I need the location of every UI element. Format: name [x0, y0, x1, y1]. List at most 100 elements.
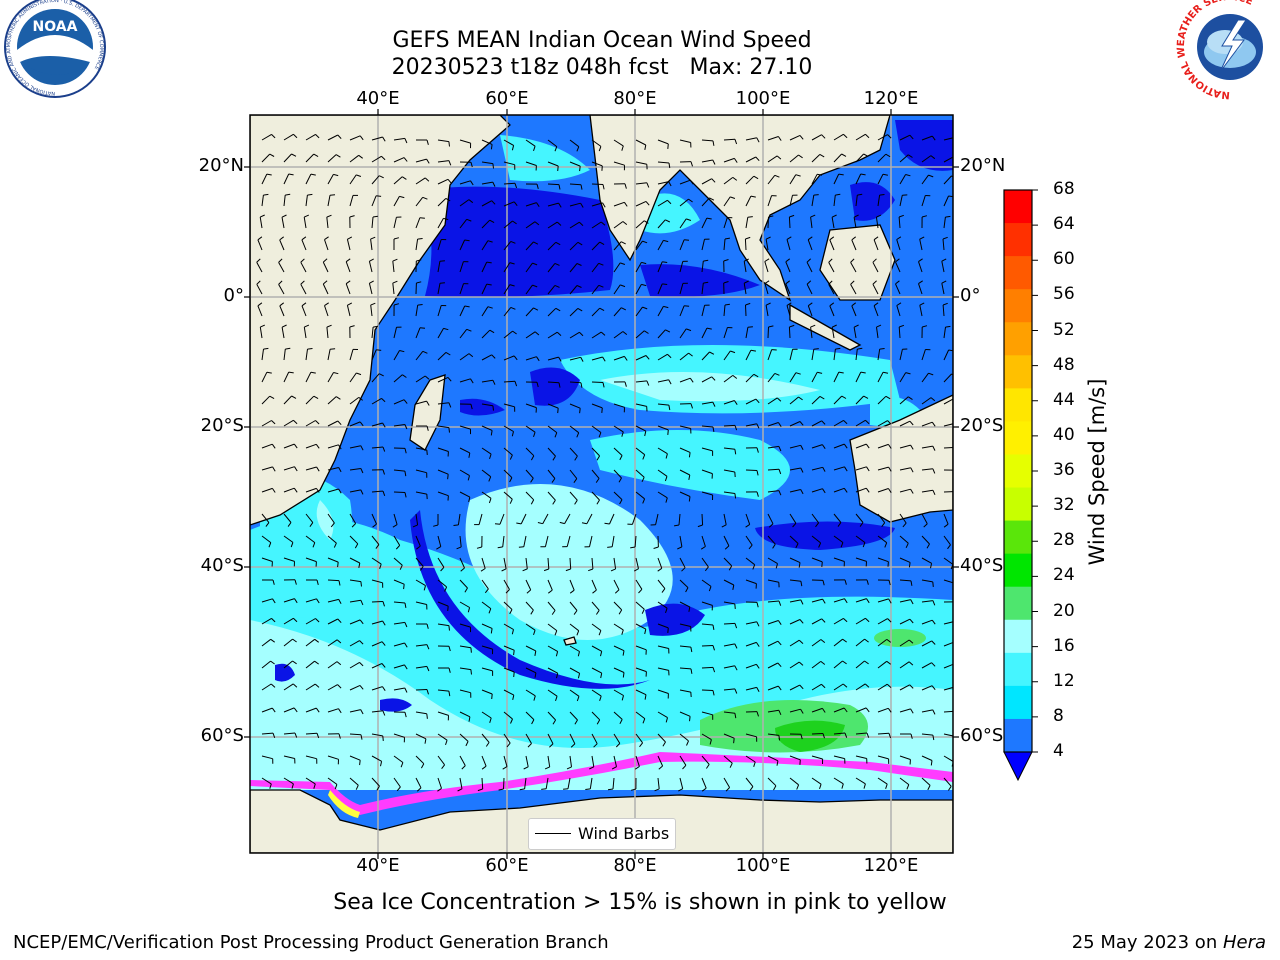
wind-barb	[542, 513, 549, 524]
wind-barb-flag	[850, 280, 855, 285]
wind-barb	[767, 733, 779, 736]
wind-barb	[415, 579, 426, 587]
wind-barb	[943, 535, 951, 546]
wind-barb-flag	[281, 214, 287, 218]
wind-barb-flag	[285, 193, 291, 196]
wind-barb	[547, 221, 558, 229]
wind-barb	[855, 755, 867, 759]
wind-barb	[301, 305, 307, 317]
wind-barb-flag	[932, 581, 934, 587]
wind-barb	[833, 660, 843, 669]
wind-barb	[459, 199, 470, 207]
wind-barb	[305, 487, 317, 493]
wind-barb-flag	[841, 395, 847, 399]
wind-barb	[415, 217, 421, 229]
wind-barb	[613, 557, 617, 569]
wind-barb-flag	[642, 454, 646, 460]
noaa-logo-text: NOAA	[33, 19, 78, 35]
wind-barb-flag	[512, 220, 517, 225]
wind-barb	[305, 349, 308, 361]
wind-barb-flag	[800, 581, 803, 587]
wind-barb-flag	[324, 302, 329, 307]
wind-barb-flag	[448, 141, 450, 147]
wind-barb-flag	[382, 446, 386, 452]
wind-barb-flag	[531, 719, 535, 725]
wind-barb-flag	[686, 740, 689, 746]
wind-barb	[613, 425, 624, 433]
wind-barb	[723, 447, 735, 450]
wind-barb	[283, 195, 286, 207]
wind-barb	[459, 645, 471, 649]
wind-barb	[591, 403, 603, 409]
wind-barb-flag	[955, 492, 957, 497]
wind-barb-flag	[491, 693, 493, 700]
wind-barb	[789, 444, 801, 449]
wind-barb	[635, 220, 645, 229]
wind-barb-flag	[844, 732, 848, 738]
wind-barb	[765, 239, 769, 251]
wind-barb	[723, 157, 735, 163]
wind-barb	[349, 135, 361, 141]
wind-barb-flag	[464, 239, 470, 242]
wind-barb-flag	[743, 280, 749, 284]
wind-barb-flag	[577, 241, 583, 246]
wind-barb	[789, 513, 797, 524]
wind-barb-flag	[887, 708, 892, 713]
wind-barb-flag	[828, 258, 833, 263]
wind-barb	[764, 283, 769, 295]
wind-barb-flag	[709, 351, 715, 355]
wind-barb	[745, 755, 756, 763]
wind-barb	[855, 777, 866, 785]
wind-barb	[635, 491, 645, 500]
wind-barb-flag	[509, 284, 515, 287]
wind-barb-flag	[667, 429, 669, 435]
wind-barb-flag	[885, 395, 891, 400]
wind-barb	[349, 174, 357, 185]
wind-barb-flag	[908, 639, 914, 644]
wind-barb	[279, 305, 285, 317]
wind-barb	[459, 447, 471, 454]
wind-barb-flag	[466, 218, 472, 222]
wind-barb	[807, 305, 813, 317]
wind-barb	[589, 535, 593, 547]
wind-barb	[657, 329, 666, 339]
wind-barb-flag	[930, 760, 933, 766]
chart-subtitle: 20230523 t18z 048h fcst Max: 27.10	[391, 55, 813, 80]
wind-barb-flag	[775, 563, 778, 569]
wind-barb-flag	[633, 568, 639, 572]
wind-barb	[767, 755, 779, 762]
wind-barb	[305, 513, 314, 523]
wind-barb-flag	[872, 258, 877, 263]
wind-barb-flag	[895, 258, 900, 263]
wind-barb	[547, 307, 557, 317]
wind-barb-flag	[416, 787, 422, 792]
wind-barb	[613, 601, 623, 611]
wind-barb	[481, 200, 492, 207]
wind-barb-flag	[644, 694, 647, 700]
wind-barb-flag	[668, 379, 672, 385]
wind-barb-flag	[621, 695, 624, 701]
wind-barb-flag	[536, 202, 540, 207]
wind-barb-flag	[644, 628, 647, 635]
wind-barb	[877, 618, 888, 625]
wind-barb-flag	[509, 454, 513, 460]
wind-barb	[327, 467, 339, 471]
wind-barb-flag	[610, 568, 616, 572]
wind-barb-flag	[795, 174, 801, 177]
wind-barb	[459, 579, 468, 589]
wind-barb	[701, 733, 712, 741]
wind-barb-flag	[336, 639, 342, 644]
wind-barb	[305, 443, 317, 449]
wind-barb-flag	[821, 420, 826, 425]
wind-barb	[613, 667, 625, 673]
wind-barb-flag	[955, 621, 957, 625]
wind-barb-flag	[684, 305, 690, 307]
wind-barb	[744, 238, 747, 251]
wind-barb	[591, 733, 598, 744]
wind-barb	[300, 262, 307, 273]
wind-barb-flag	[315, 488, 320, 493]
wind-barb-flag	[931, 640, 936, 645]
wind-barb	[459, 623, 471, 628]
wind-barb-flag	[376, 349, 382, 351]
wind-barb	[261, 466, 273, 471]
